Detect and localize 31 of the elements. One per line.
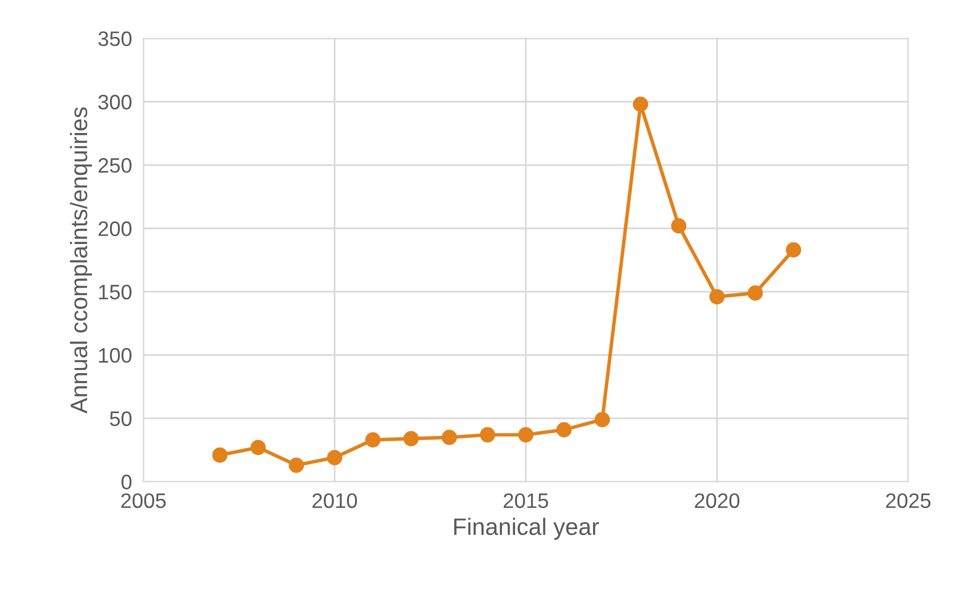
y-tick-label: 200 [98,221,132,236]
y-tick-label: 250 [98,158,132,173]
point [556,422,572,438]
point [442,430,457,445]
y-tick-label: 0 [122,474,132,490]
point [365,432,380,448]
y-tick-label: 150 [99,284,132,300]
x-tick-label: 2020 [694,493,740,508]
point [709,289,725,304]
x-tick-label: 2010 [312,493,357,508]
x-tick-label: 2015 [504,493,548,508]
x-tick-label: 2025 [886,493,930,508]
x-axis-title: Finanical year [454,518,599,540]
point [480,427,496,442]
point [748,285,763,301]
point [250,440,266,456]
y-tick-label: 50 [110,411,132,426]
point [594,412,610,428]
y-tick-label: 100 [99,348,132,363]
point [632,96,648,112]
point [288,458,304,473]
y-tick-label: 300 [98,94,132,110]
point [212,447,228,463]
y-axis-title: Annual ccomplaints/enquiries [70,107,92,414]
point [403,430,419,446]
x-tick-label: 2005 [121,493,166,508]
point [786,242,802,258]
y-tick-label: 350 [98,31,132,46]
point [518,427,534,442]
point [671,218,686,234]
point [326,450,342,466]
